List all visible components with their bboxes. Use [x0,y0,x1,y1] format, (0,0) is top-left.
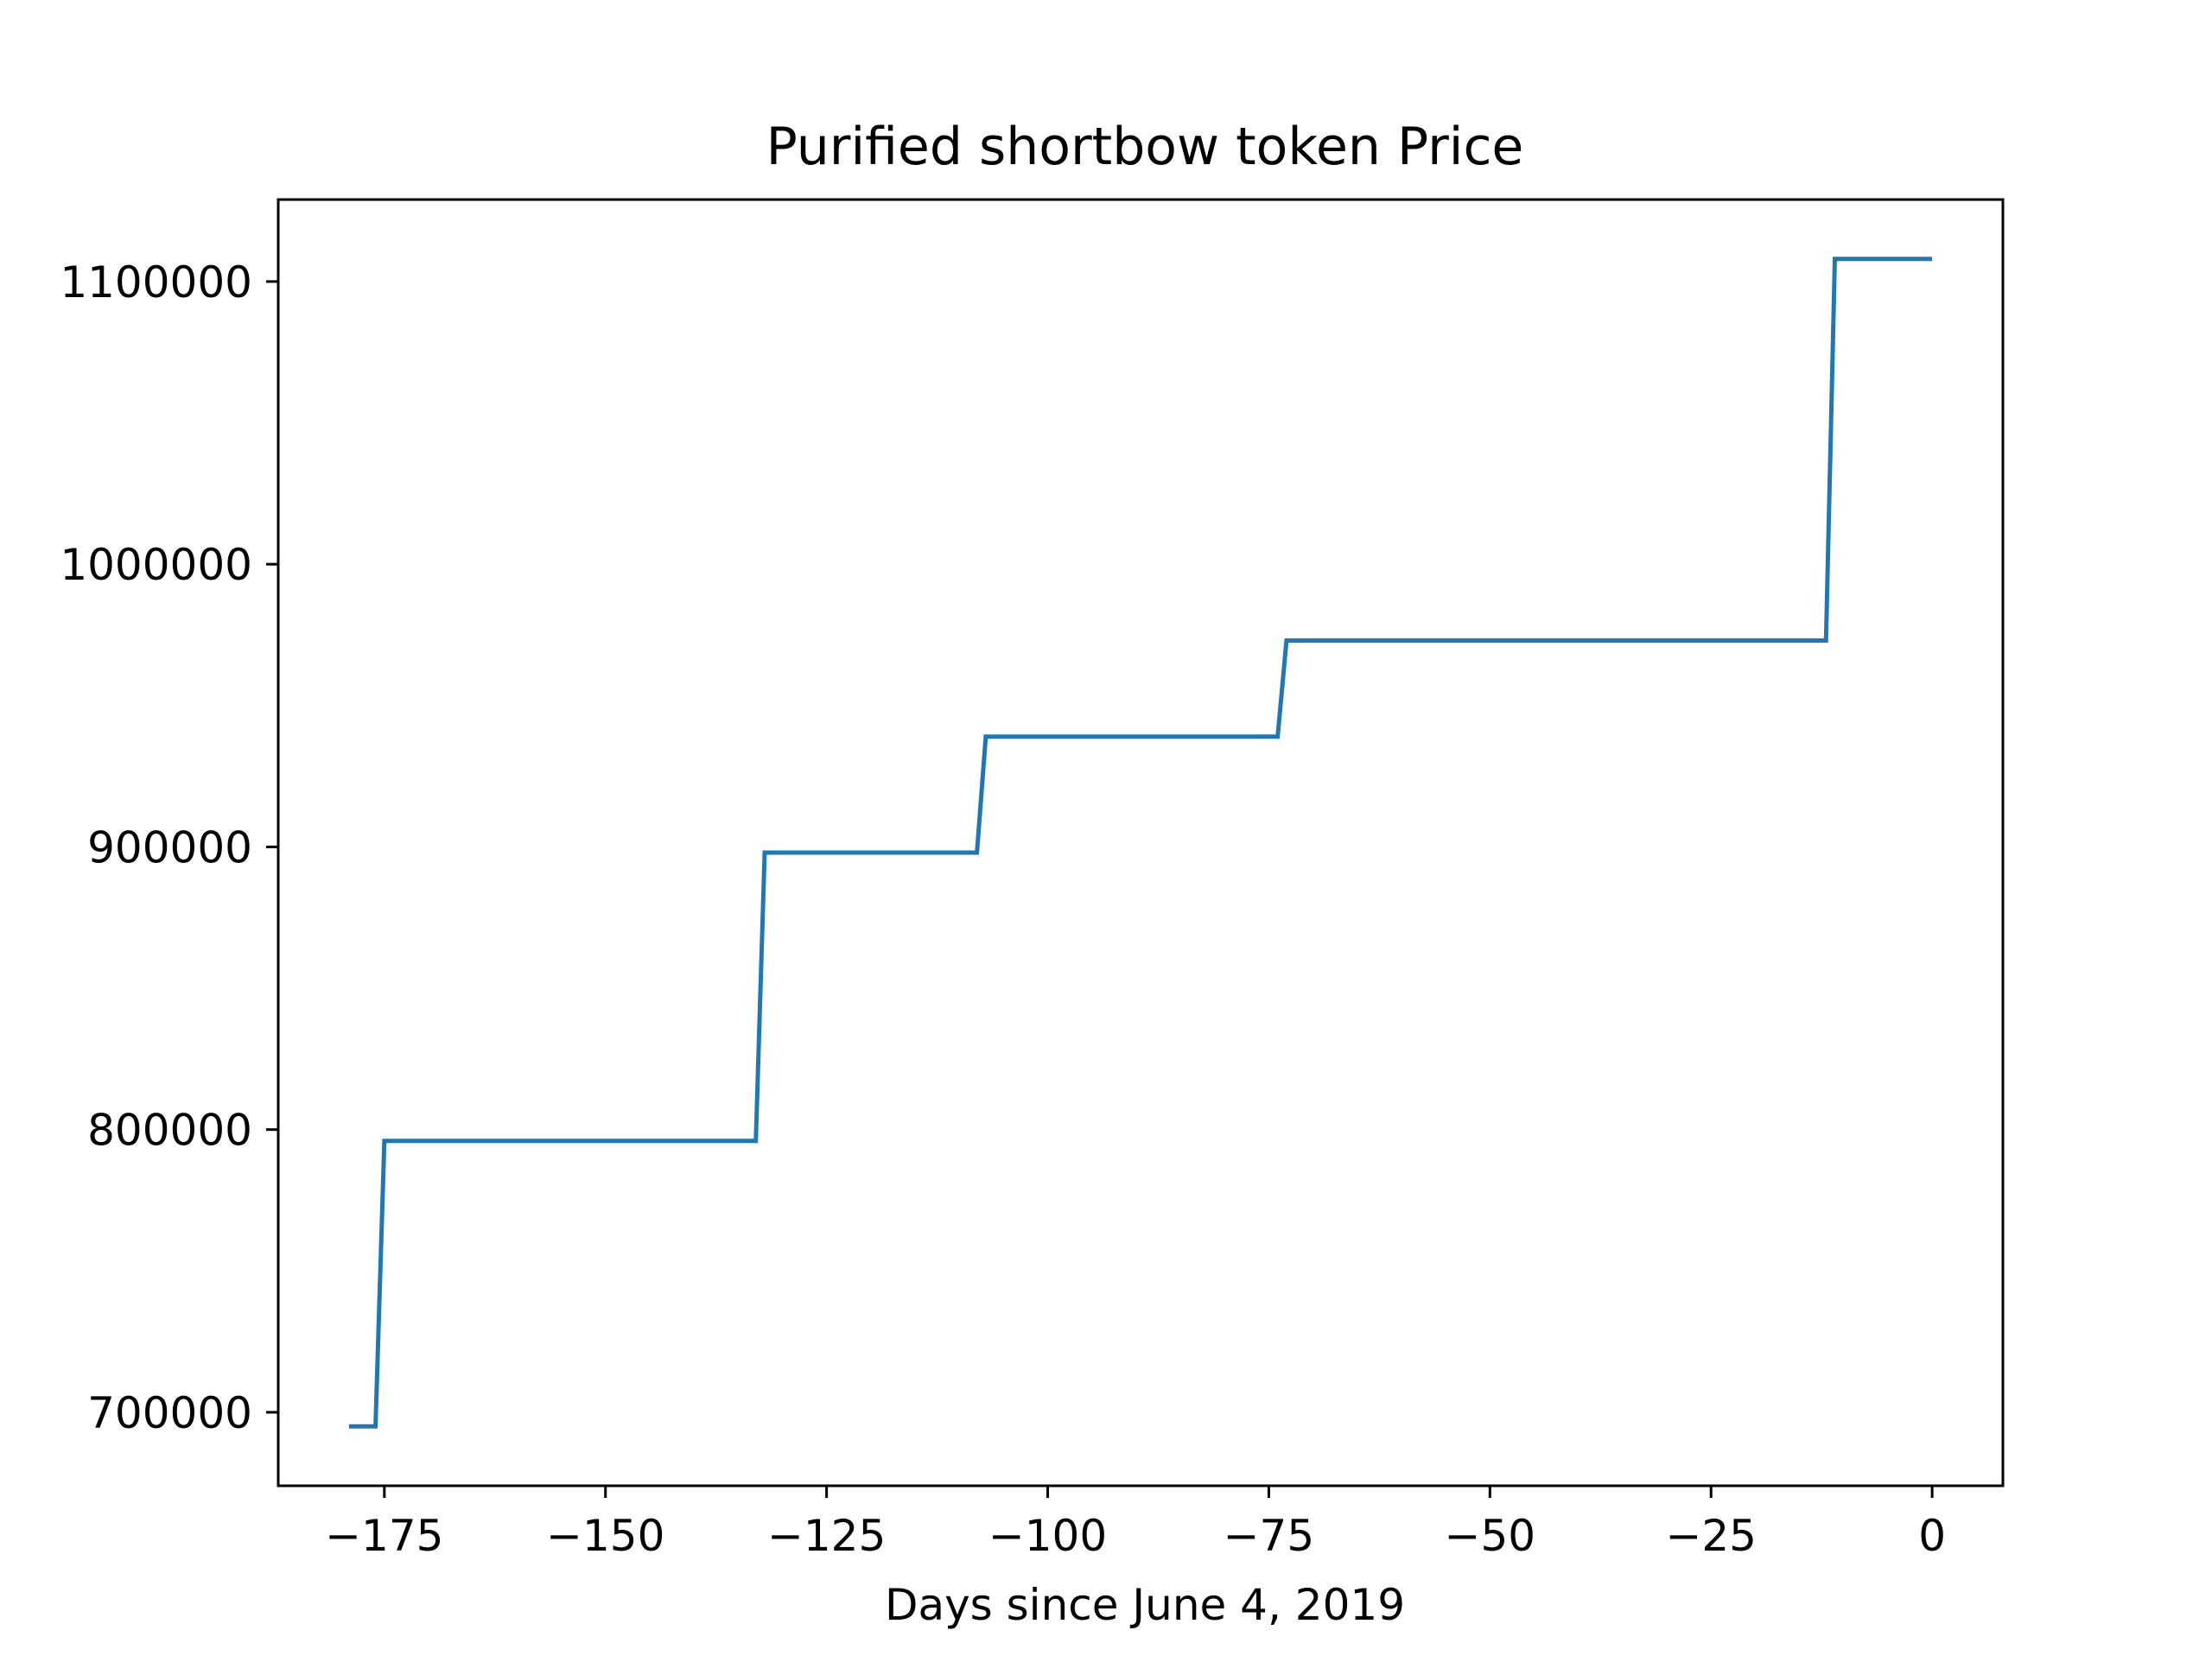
x-tick-label: −25 [1665,1511,1757,1561]
plot-frame [276,198,2005,1488]
series-line [348,257,1933,1429]
x-tick-label: −100 [988,1511,1107,1561]
x-tick-label: −150 [546,1511,664,1561]
y-tick-label: 700000 [87,1388,252,1438]
x-tick-label: −75 [1224,1511,1315,1561]
x-tick-label: 0 [1918,1511,1946,1561]
series-layer [348,257,1933,1429]
y-axis: 700000 800000 900000 1000000 1100000 [60,257,278,1438]
x-tick-label: −175 [325,1511,443,1561]
y-tick-label: 1100000 [60,257,252,308]
y-tick-label: 900000 [87,822,252,872]
x-axis: −175 −150 −125 −100 −75 −50 −25 0 [325,1486,1946,1561]
y-tick-label: 1000000 [60,540,252,590]
x-tick-label: −125 [767,1511,886,1561]
x-axis-label: Days since June 4, 2019 [885,1580,1405,1630]
y-tick-label: 800000 [87,1106,252,1156]
x-tick-label: −50 [1445,1511,1536,1561]
chart-title: Purified shortbow token Price [766,117,1524,177]
plot-area [276,198,2005,1488]
